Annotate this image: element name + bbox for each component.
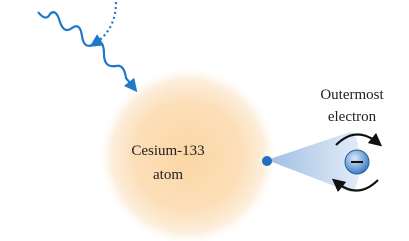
atom-label: atom — [153, 167, 183, 183]
nucleus-electron — [262, 156, 272, 166]
electron-label: electron — [328, 109, 377, 125]
emitted-photon — [94, 2, 116, 44]
photon-wave — [38, 12, 134, 88]
diagram: Cesium-133 atom Outermost electron — [0, 0, 409, 241]
electron-label: Outermost — [320, 87, 384, 103]
atom-label: Cesium-133 — [131, 143, 204, 159]
